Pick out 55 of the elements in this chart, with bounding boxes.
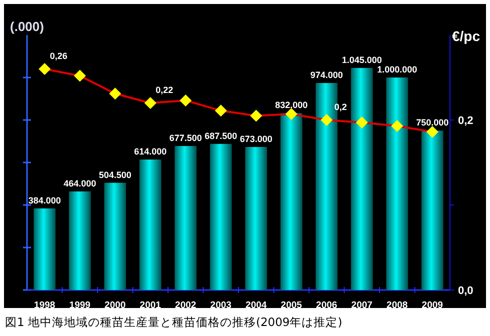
x-tick-label: 2003 [210,300,232,311]
point [320,114,333,126]
bar [210,144,232,290]
x-tick-label: 2000 [104,300,126,311]
x-tick-label: 1999 [69,300,90,311]
point [426,126,438,138]
data-label: 1.045.000 [342,54,382,65]
point [285,108,298,120]
x-tick-label: 2008 [386,300,408,311]
point [38,63,51,75]
data-label: 0,2 [334,102,347,112]
bar [34,208,56,290]
data-label: 750.000 [416,118,449,128]
caption: 図1 地中海地域の種苗生産量と種苗価格の推移(2009年は推定) [5,315,342,329]
y2-axis-title: €/pc [452,28,480,44]
point [144,97,156,109]
y2-tick-label: 0,2 [458,115,474,127]
data-label: 0,22 [156,85,174,95]
data-label: 687.500 [204,130,238,141]
point [109,88,122,100]
point [356,116,368,129]
data-label: 614.000 [134,146,167,157]
x-tick-label: 2007 [351,300,372,311]
bar [421,130,444,290]
data-label: 0,26 [50,51,68,61]
point [74,70,86,82]
x-tick-label: 2009 [422,300,443,311]
data-label: 974.000 [310,70,343,80]
y2-tick-label: 0,0 [458,285,474,297]
x-tick-label: 2001 [140,300,162,311]
bar [139,160,162,290]
bar [386,78,408,290]
data-label: 677.500 [169,133,202,144]
data-label: 384.000 [28,195,61,206]
bar [104,182,126,290]
data-label: 504.500 [98,170,132,180]
y-axis-title: (.000) [10,19,44,34]
data-label: 832.000 [275,100,308,110]
bar [68,191,91,290]
data-label: 1.000.000 [377,64,418,74]
bar [245,146,268,290]
data-label: 673.000 [240,134,272,144]
bar [350,68,373,290]
bar [174,146,197,290]
point [180,94,192,106]
point [214,104,227,117]
data-label: 464.000 [64,178,96,188]
point [391,120,404,132]
x-tick-label: 1998 [34,300,56,311]
x-tick-label: 2004 [246,300,268,311]
x-tick-label: 2006 [316,300,338,311]
point [250,110,262,122]
bar [280,113,302,290]
x-tick-label: 2005 [280,300,303,311]
x-tick-label: 2002 [175,300,196,311]
